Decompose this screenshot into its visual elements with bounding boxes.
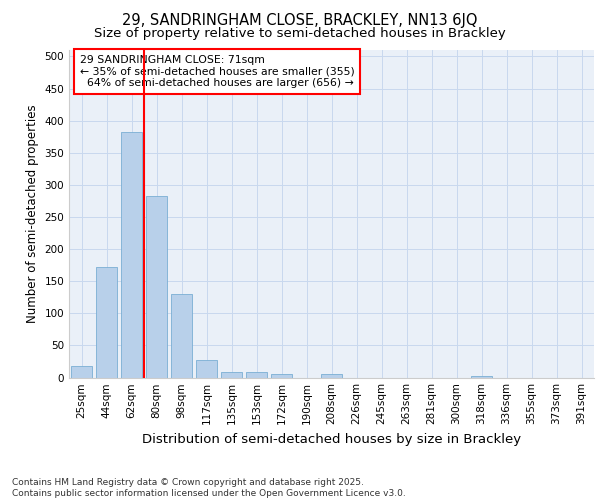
Bar	[171, 294, 192, 378]
Bar	[271, 374, 292, 378]
Text: 29, SANDRINGHAM CLOSE, BRACKLEY, NN13 6JQ: 29, SANDRINGHAM CLOSE, BRACKLEY, NN13 6J…	[122, 12, 478, 28]
Bar	[471, 376, 492, 378]
Bar	[246, 372, 267, 378]
Bar	[146, 196, 167, 378]
X-axis label: Distribution of semi-detached houses by size in Brackley: Distribution of semi-detached houses by …	[142, 433, 521, 446]
Text: Contains HM Land Registry data © Crown copyright and database right 2025.
Contai: Contains HM Land Registry data © Crown c…	[12, 478, 406, 498]
Text: Size of property relative to semi-detached houses in Brackley: Size of property relative to semi-detach…	[94, 28, 506, 40]
Bar	[71, 366, 92, 378]
Bar	[221, 372, 242, 378]
Bar	[321, 374, 342, 378]
Bar	[96, 267, 117, 378]
Bar	[196, 360, 217, 378]
Y-axis label: Number of semi-detached properties: Number of semi-detached properties	[26, 104, 39, 323]
Text: 29 SANDRINGHAM CLOSE: 71sqm
← 35% of semi-detached houses are smaller (355)
  64: 29 SANDRINGHAM CLOSE: 71sqm ← 35% of sem…	[79, 55, 354, 88]
Bar	[121, 132, 142, 378]
